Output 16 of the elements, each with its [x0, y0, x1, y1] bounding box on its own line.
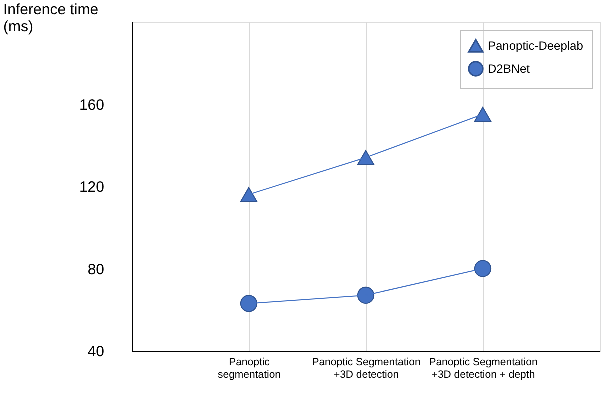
- point: [474, 260, 492, 278]
- point: [240, 295, 258, 312]
- x-tick-label: Panoptic Segmentation +3D detection: [312, 356, 421, 381]
- y-tick-label: 120: [79, 179, 104, 196]
- point: [357, 286, 375, 304]
- x-tick-label: Panoptic Segmentation +3D detection + depth: [429, 356, 538, 381]
- legend-label: D2BNet: [488, 62, 531, 76]
- y-tick-label: 160: [79, 96, 104, 114]
- y-tick-label: 80: [88, 261, 104, 278]
- legend-label: Panoptic-Deeplab: [488, 39, 584, 53]
- y-tick-label: 40: [88, 344, 104, 360]
- y-axis-title: Inference time (ms): [4, 2, 99, 36]
- point: [357, 150, 375, 166]
- point: [474, 107, 492, 122]
- x-tick-label: Panoptic segmentation: [218, 356, 282, 381]
- point: [240, 187, 258, 202]
